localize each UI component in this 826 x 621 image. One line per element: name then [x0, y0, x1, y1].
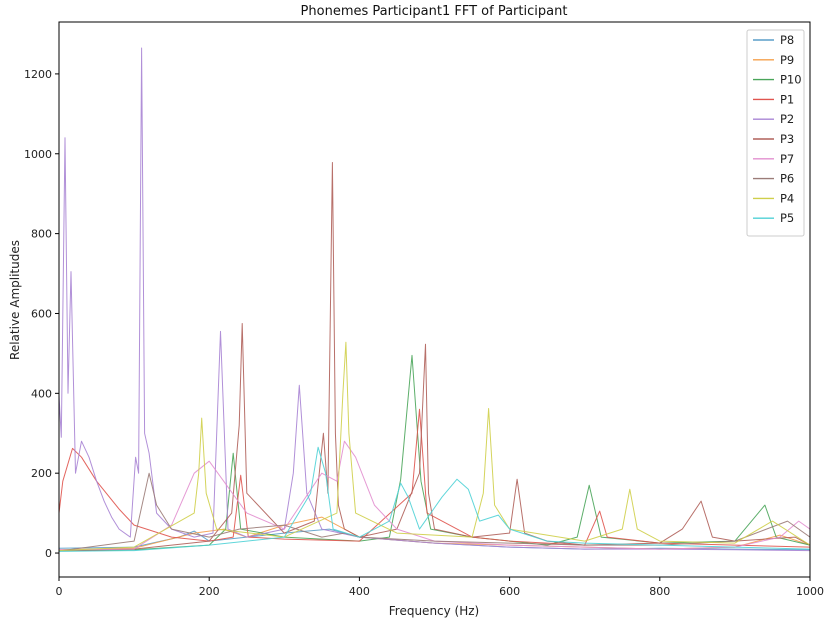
- chart-title: Phonemes Participant1 FFT of Participant: [301, 4, 568, 19]
- series-line-p4: [59, 341, 810, 552]
- legend-label-p7: P7: [780, 152, 794, 166]
- y-tick-label: 800: [31, 228, 52, 241]
- legend-label-p9: P9: [780, 53, 794, 67]
- legend-label-p5: P5: [780, 211, 794, 225]
- series-layer: [59, 47, 810, 552]
- legend-box: [746, 29, 805, 237]
- x-tick-label: 600: [499, 585, 520, 598]
- y-tick-label: 400: [31, 387, 52, 400]
- x-axis: 0 200 400 600 800 1000: [56, 577, 824, 598]
- y-axis: 0 200 400 600 800 1000 1200: [24, 68, 59, 560]
- legend-label-p10: P10: [780, 73, 802, 87]
- x-tick-label: 400: [349, 585, 370, 598]
- legend-label-p2: P2: [780, 112, 794, 126]
- y-tick-label: 1000: [24, 148, 52, 161]
- x-axis-label: Frequency (Hz): [389, 604, 480, 618]
- series-line-p6: [59, 472, 810, 552]
- y-tick-label: 0: [45, 547, 52, 560]
- legend-label-p1: P1: [780, 92, 794, 106]
- x-tick-label: 200: [199, 585, 220, 598]
- legend-label-p6: P6: [780, 172, 794, 186]
- series-line-p10: [59, 354, 810, 552]
- x-tick-label: 1000: [796, 585, 824, 598]
- legend-label-p3: P3: [780, 132, 794, 146]
- y-tick-label: 600: [31, 307, 52, 320]
- legend: P8 P9 P10 P1 P2 P3 P7 P6 P4 P5: [746, 29, 805, 237]
- y-axis-label: Relative Amplitudes: [8, 240, 22, 360]
- series-line-p3: [59, 162, 810, 552]
- legend-label-p8: P8: [780, 33, 794, 47]
- legend-label-p4: P4: [780, 191, 794, 205]
- series-line-p5: [59, 446, 810, 552]
- y-tick-label: 200: [31, 467, 52, 480]
- y-tick-label: 1200: [24, 68, 52, 81]
- x-tick-label: 800: [649, 585, 670, 598]
- x-tick-label: 0: [56, 585, 63, 598]
- plot-frame: [58, 21, 811, 578]
